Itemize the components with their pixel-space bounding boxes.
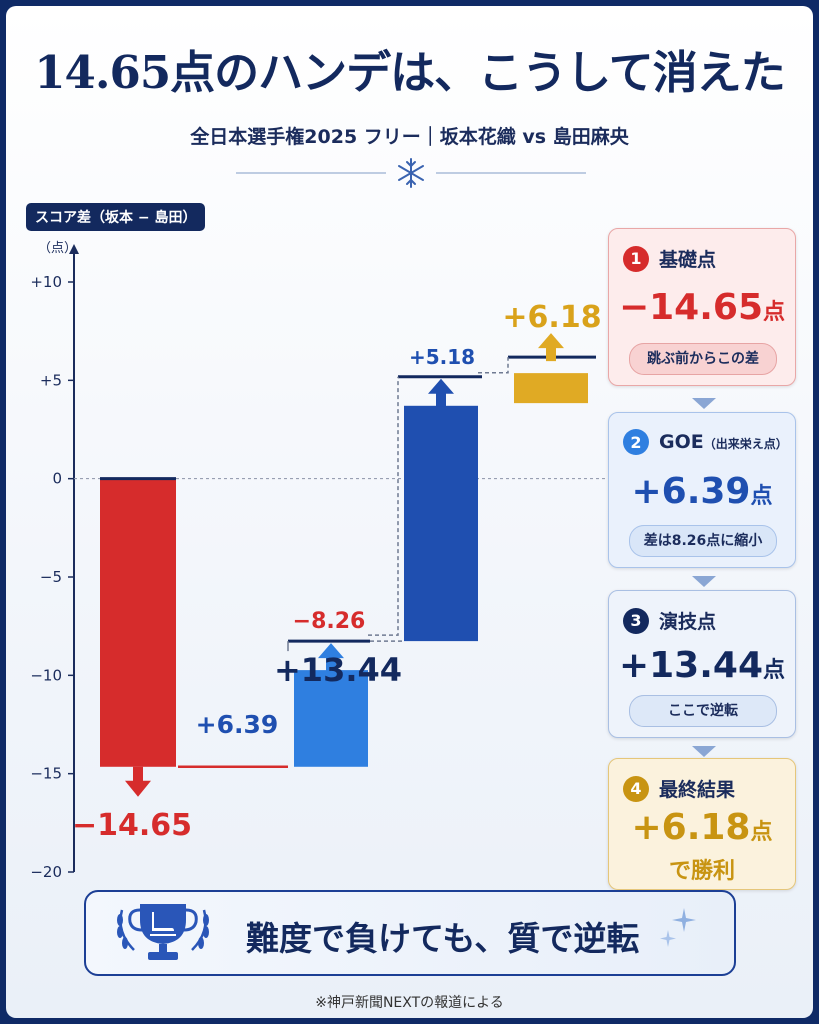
data-label: +6.18 (502, 300, 601, 335)
bar (404, 405, 478, 642)
y-tick-label: −15 (30, 765, 62, 783)
y-tick-label: +5 (40, 371, 62, 389)
infographic: 14.65点のハンデは、こうして消えた 全日本選手権2025 フリー｜坂本花織 … (6, 6, 813, 1018)
step-card-program: 3 演技点 +13.44点 ここで逆転 (608, 590, 796, 738)
arrow-up-icon (428, 378, 454, 407)
data-label: +6.39 (196, 710, 279, 739)
step-number: 1 (623, 245, 649, 272)
running-label: +5.18 (409, 345, 475, 369)
y-axis-label: スコア差（坂本 − 島田） (26, 203, 206, 231)
y-tick-label: −10 (30, 666, 62, 684)
y-axis-unit: （点） (38, 241, 78, 256)
sparkle-icon (660, 908, 696, 947)
step-label: 最終結果 (659, 779, 736, 801)
bar (294, 670, 368, 767)
data-label: +13.44 (274, 651, 402, 689)
step-value: −14.65点 (618, 287, 786, 328)
running-label: −8.26 (293, 609, 366, 634)
step-label: 基礎点 (659, 249, 717, 271)
bar (100, 478, 176, 767)
skate-trophy-icon (117, 904, 209, 960)
step-number: 2 (623, 429, 649, 455)
step-card-final: 4 最終結果 +6.18点 で勝利 (608, 758, 796, 890)
step-number: 4 (623, 775, 649, 802)
arrow-down-icon (692, 746, 716, 757)
step-note: で勝利 (668, 859, 735, 884)
arrow-down-icon (125, 766, 151, 797)
y-tick-label: +10 (30, 273, 62, 291)
page-title: 14.65点のハンデは、こうして消えた (34, 46, 786, 99)
y-tick-label: 0 (52, 470, 62, 488)
waterfall-chart: +10 +5 0 −5 −10 −15 −20 −14.65 +6.39 +13.44 +6.18 −… (30, 244, 606, 881)
bar (514, 373, 588, 404)
banner-text: 難度で負けても、質で逆転 (246, 919, 640, 958)
y-tick-label: −5 (40, 568, 62, 586)
step-number: 3 (623, 607, 649, 634)
step-note: ここで逆転 (629, 695, 777, 727)
snowflake-divider (236, 158, 586, 188)
arrow-down-icon (692, 576, 716, 587)
y-tick-label: −20 (30, 863, 62, 881)
step-value: +13.44点 (618, 645, 786, 686)
step-label: GOE（出来栄え点） (659, 431, 788, 453)
step-label: 演技点 (659, 611, 717, 633)
step-note: 差は8.26点に縮小 (629, 525, 777, 557)
step-value: +6.39点 (631, 471, 773, 512)
summary-banner: 難度で負けても、質で逆転 (84, 890, 736, 976)
page-subtitle: 全日本選手権2025 フリー｜坂本花織 vs 島田麻央 (190, 126, 629, 148)
step-card-goe: 2 GOE（出来栄え点） +6.39点 差は8.26点に縮小 (608, 412, 796, 568)
snowflake-icon (398, 158, 424, 188)
step-value: +6.18点 (631, 807, 773, 848)
y-axis-arrow (69, 244, 79, 254)
data-label: −14.65 (72, 808, 192, 843)
dashed-connector (478, 357, 509, 374)
arrow-down-icon (692, 398, 716, 409)
source-note: ※神戸新聞NEXTの報道による (315, 995, 504, 1011)
arrow-up-icon (538, 333, 564, 362)
arrow-up-icon (318, 643, 344, 672)
dashed-connector (368, 376, 399, 636)
step-card-base: 1 基礎点 −14.65点 跳ぶ前からこの差 (608, 228, 796, 386)
step-note: 跳ぶ前からこの差 (629, 343, 777, 375)
